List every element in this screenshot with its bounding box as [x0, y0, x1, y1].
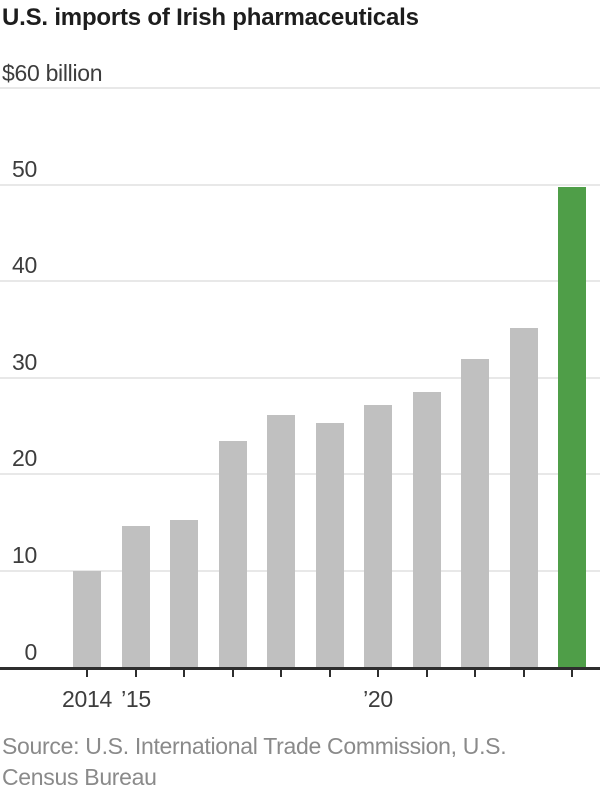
x-axis-tick-2015 — [135, 670, 137, 677]
bar-2015[interactable] — [122, 526, 150, 668]
x-axis-tick-2018 — [280, 670, 282, 677]
gridline-60 — [0, 87, 600, 89]
gridline-40 — [0, 280, 600, 282]
y-axis-unit-label: $60 billion — [2, 60, 103, 86]
bar-2017[interactable] — [219, 441, 247, 667]
gridline-10 — [0, 570, 600, 572]
bar-chart-plot: $60 billion 0 10 20 30 40 50 2014 ’15 ’20 — [0, 60, 600, 712]
y-axis-label-40: 40 — [12, 252, 37, 278]
bar-2020[interactable] — [364, 405, 392, 668]
y-axis-label-0: 0 — [24, 639, 38, 665]
x-axis-line — [0, 667, 600, 670]
bar-2024[interactable] — [558, 187, 586, 668]
bar-2021[interactable] — [413, 392, 441, 667]
x-axis-label-2015: ’15 — [121, 686, 151, 712]
bar-2014[interactable] — [73, 571, 101, 668]
x-axis-tick-2024 — [571, 670, 573, 677]
y-axis-label-10: 10 — [12, 542, 37, 568]
bar-2022[interactable] — [461, 359, 489, 667]
x-axis-tick-2019 — [329, 670, 331, 677]
gridline-50 — [0, 184, 600, 186]
x-axis-label-2020: ’20 — [363, 686, 393, 712]
x-axis-tick-2014 — [86, 670, 88, 677]
x-axis-tick-2021 — [426, 670, 428, 677]
source-note: Source: U.S. International Trade Commiss… — [2, 733, 507, 790]
y-axis-label-50: 50 — [12, 156, 37, 182]
x-axis-tick-2020 — [377, 670, 379, 677]
gridline-30 — [0, 377, 600, 379]
x-axis-tick-2017 — [232, 670, 234, 677]
y-axis-label-30: 30 — [12, 349, 37, 375]
x-axis-tick-2023 — [523, 670, 525, 677]
x-axis-label-2014: 2014 — [62, 686, 112, 712]
x-axis-tick-2016 — [183, 670, 185, 677]
bar-2016[interactable] — [170, 520, 198, 668]
bar-2019[interactable] — [316, 423, 344, 667]
y-axis-label-20: 20 — [12, 445, 37, 471]
gridline-20 — [0, 473, 600, 475]
bar-2023[interactable] — [510, 328, 538, 667]
chart-title: U.S. imports of Irish pharmaceuticals — [2, 4, 419, 31]
x-axis-tick-2022 — [474, 670, 476, 677]
bar-2018[interactable] — [267, 415, 295, 667]
